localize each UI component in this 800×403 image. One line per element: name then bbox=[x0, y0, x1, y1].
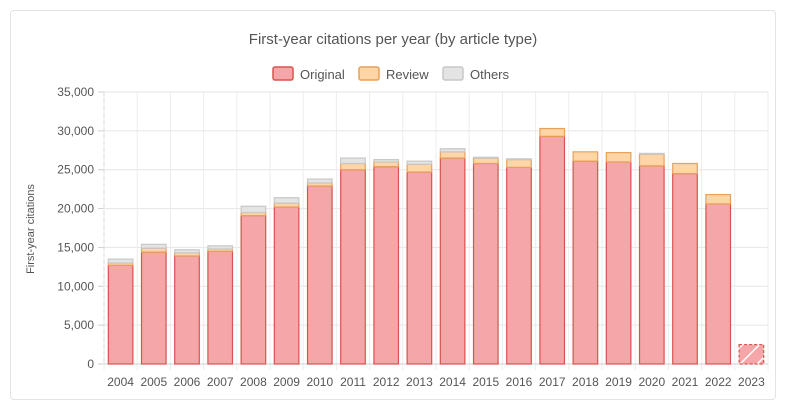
chart-title: First-year citations per year (by articl… bbox=[249, 31, 537, 48]
x-tick-label: 2017 bbox=[539, 375, 566, 389]
bar-others-2011[interactable] bbox=[340, 157, 366, 165]
bar-review-2011[interactable] bbox=[340, 162, 366, 171]
x-tick-label: 2019 bbox=[605, 375, 632, 389]
bar-original-2020[interactable] bbox=[638, 165, 665, 365]
bar-review-2019[interactable] bbox=[605, 152, 632, 163]
x-tick-label: 2013 bbox=[406, 375, 433, 389]
bar-original-2021[interactable] bbox=[672, 173, 698, 365]
x-tick-label: 2006 bbox=[174, 375, 201, 389]
legend-swatch-others bbox=[442, 66, 464, 81]
y-tick-label: 15,000 bbox=[57, 240, 94, 254]
bar-original-2007[interactable] bbox=[207, 250, 234, 365]
x-tick-label: 2021 bbox=[672, 375, 699, 389]
bar-review-2022[interactable] bbox=[705, 193, 732, 205]
y-ticks: 0 5,000 10,000 15,000 20,000 25,000 30,000 35,0… bbox=[57, 85, 94, 371]
bar-original-2022[interactable] bbox=[705, 203, 732, 365]
bar-review-2016[interactable] bbox=[506, 159, 532, 168]
bar-original-2019[interactable] bbox=[605, 161, 632, 365]
bar-review-2018[interactable] bbox=[572, 151, 599, 162]
bar-original-2005[interactable] bbox=[140, 251, 167, 365]
bar-original-2009[interactable] bbox=[273, 206, 300, 365]
legend-label-review: Review bbox=[386, 67, 429, 82]
y-tick-label: 35,000 bbox=[57, 85, 94, 99]
x-tick-label: 2015 bbox=[472, 375, 499, 389]
bar-original-2006[interactable] bbox=[174, 255, 200, 365]
bar-original-2004[interactable] bbox=[107, 264, 134, 365]
y-tick-label: 25,000 bbox=[57, 163, 94, 177]
bar-review-2017[interactable] bbox=[539, 127, 566, 137]
bar-others-2013[interactable] bbox=[406, 160, 433, 165]
y-tick-label: 0 bbox=[87, 357, 94, 371]
y-tick-label: 10,000 bbox=[57, 279, 94, 293]
bar-original-2015[interactable] bbox=[472, 162, 499, 365]
legend-item-review[interactable]: Review bbox=[358, 66, 429, 82]
bar-others-2004[interactable] bbox=[107, 258, 134, 264]
bar-original-2008[interactable] bbox=[240, 214, 267, 365]
y-axis-label: First-year citations bbox=[25, 184, 37, 274]
bar-others-2012[interactable] bbox=[373, 159, 400, 163]
x-tick-label: 2018 bbox=[572, 375, 599, 389]
bars bbox=[107, 127, 765, 365]
x-tick-label: 2022 bbox=[705, 375, 732, 389]
x-tick-label: 2007 bbox=[207, 375, 234, 389]
bar-others-2014[interactable] bbox=[439, 148, 466, 153]
bar-review-2012[interactable] bbox=[373, 161, 400, 168]
x-tick-label: 2008 bbox=[240, 375, 267, 389]
x-ticks: 2004 2005 2006 2007 2008 2009 2010 2011 2012 2013… bbox=[107, 375, 765, 389]
bar-others-2007[interactable] bbox=[207, 245, 234, 250]
x-tick-label: 2016 bbox=[506, 375, 533, 389]
x-tick-label: 2011 bbox=[340, 375, 366, 389]
bar-others-2008[interactable] bbox=[240, 205, 267, 214]
bar-others-2005[interactable] bbox=[140, 243, 167, 249]
bar-review-2021[interactable] bbox=[672, 162, 698, 175]
bar-original-2012[interactable] bbox=[373, 166, 400, 365]
chart-legend: Original Review Others bbox=[272, 66, 510, 82]
bar-others-2016[interactable] bbox=[506, 158, 532, 161]
bar-others-2020[interactable] bbox=[638, 152, 665, 155]
legend-item-original[interactable]: Original bbox=[272, 66, 345, 82]
bar-original-2017[interactable] bbox=[539, 135, 566, 365]
x-tick-label: 2012 bbox=[373, 375, 400, 389]
bar-original-2018[interactable] bbox=[572, 160, 599, 365]
bar-others-2015[interactable] bbox=[472, 156, 499, 159]
bar-original-2011[interactable] bbox=[340, 169, 366, 365]
x-tick-label: 2014 bbox=[439, 375, 466, 389]
legend-label-others: Others bbox=[470, 67, 510, 82]
x-tick-label: 2004 bbox=[107, 375, 134, 389]
legend-swatch-review bbox=[358, 66, 380, 81]
bar-review-2013[interactable] bbox=[406, 163, 433, 173]
legend-item-others[interactable]: Others bbox=[442, 66, 510, 82]
y-tick-label: 5,000 bbox=[64, 318, 94, 332]
x-tick-label: 2009 bbox=[273, 375, 300, 389]
bar-review-2020[interactable] bbox=[638, 153, 665, 167]
x-tick-label: 2020 bbox=[638, 375, 665, 389]
x-tick-label: 2010 bbox=[306, 375, 333, 389]
bar-original-2014[interactable] bbox=[439, 157, 466, 365]
bar-others-2006[interactable] bbox=[174, 249, 200, 254]
bar-others-2010[interactable] bbox=[306, 178, 333, 184]
bar-original-2013[interactable] bbox=[406, 171, 433, 365]
x-tick-label: 2005 bbox=[140, 375, 167, 389]
x-tick-label: 2023 bbox=[738, 375, 765, 389]
bar-review-2014[interactable] bbox=[439, 151, 466, 159]
bar-original-2023[interactable] bbox=[738, 343, 765, 365]
legend-label-original: Original bbox=[300, 67, 345, 82]
bar-original-2016[interactable] bbox=[506, 166, 532, 365]
bar-original-2010[interactable] bbox=[306, 185, 333, 365]
legend-swatch-original bbox=[272, 66, 294, 81]
bar-review-2015[interactable] bbox=[472, 157, 499, 165]
y-tick-label: 20,000 bbox=[57, 202, 94, 216]
bar-others-2009[interactable] bbox=[273, 197, 300, 204]
y-tick-label: 30,000 bbox=[57, 124, 94, 138]
